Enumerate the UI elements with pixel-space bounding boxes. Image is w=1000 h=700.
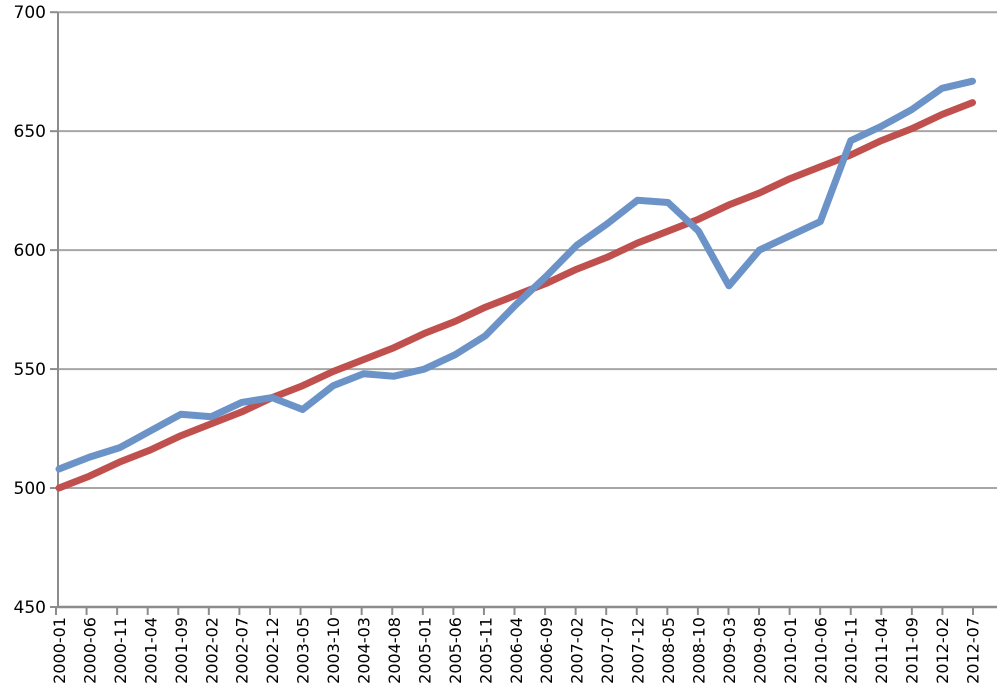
x-tick-label: 2009-08 [750,617,769,684]
x-tick-label: 2007-12 [629,617,648,684]
x-tick-label: 2002-02 [202,617,221,684]
x-tick-label: 2001-09 [172,617,191,684]
red-trend-line-series [55,99,976,492]
y-axis-labels: 450 500 550 600 650 700 [14,3,46,618]
y-axis-ticks [50,11,58,608]
x-tick-label: 2011-09 [903,617,922,684]
x-axis-labels: 2000-01 2000-06 2000-11 2001-04 2001-09 2002-… [50,617,983,684]
y-tick-label: 600 [14,241,46,261]
gridlines [58,11,997,608]
x-tick-label: 2003-05 [294,617,313,684]
y-tick-label: 700 [14,3,46,23]
x-tick-label: 2010-06 [811,617,830,684]
x-tick-label: 2007-07 [598,617,617,684]
x-tick-label: 2005-06 [446,617,465,684]
x-tick-label: 2012-07 [964,617,983,684]
blue-line-series [55,77,976,473]
x-tick-label: 2011-04 [872,617,891,684]
x-tick-label: 2009-03 [720,617,739,684]
x-tick-label: 2005-11 [476,617,495,684]
x-tick-label: 2000-11 [111,617,130,684]
x-tick-label: 2004-03 [355,617,374,684]
x-tick-label: 2006-04 [507,617,526,684]
x-tick-label: 2000-06 [80,617,99,684]
x-tick-label: 2002-07 [233,617,252,684]
x-tick-label: 2012-02 [933,617,952,684]
x-tick-label: 2008-10 [689,617,708,684]
x-tick-label: 2008-05 [659,617,678,684]
x-tick-label: 2004-08 [385,617,404,684]
y-tick-label: 500 [14,479,46,499]
x-tick-label: 2010-11 [842,617,861,684]
x-tick-label: 2005-01 [415,617,434,684]
y-tick-label: 450 [14,598,46,618]
x-tick-label: 2010-01 [781,617,800,684]
x-tick-label: 2003-10 [324,617,343,684]
x-tick-label: 2006-09 [537,617,556,684]
x-tick-label: 2002-12 [263,617,282,684]
x-tick-label: 2007-02 [568,617,587,684]
y-tick-label: 550 [14,360,46,380]
x-tick-label: 2000-01 [50,617,69,684]
x-tick-label: 2001-04 [141,617,160,684]
x-axis-ticks [55,607,974,615]
y-tick-label: 650 [14,122,46,142]
